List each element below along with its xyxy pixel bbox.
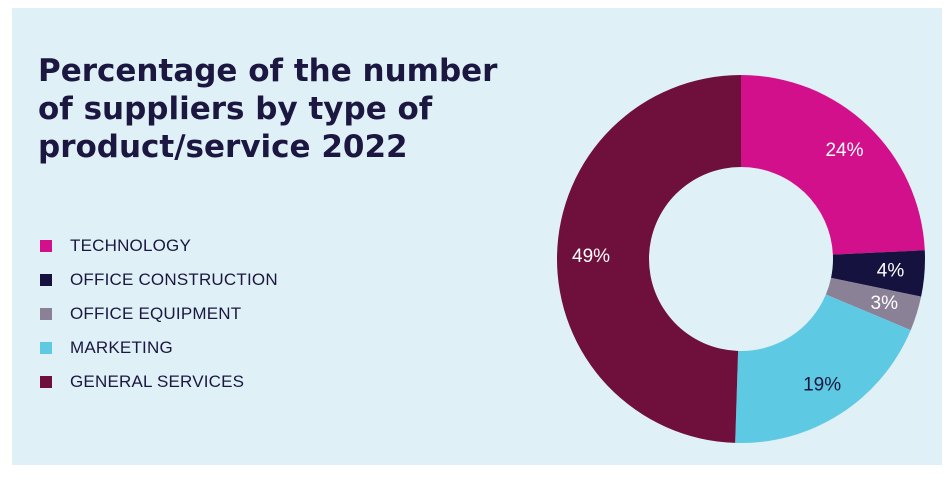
chart-title: Percentage of the number of suppliers by…	[38, 52, 598, 166]
legend-label-technology: TECHNOLOGY	[70, 236, 192, 255]
slice-general-services	[557, 75, 741, 443]
legend-label-office-construction: OFFICE CONSTRUCTION	[70, 270, 278, 289]
slice-label-technology: 24%	[825, 140, 863, 161]
slice-office-equipment	[825, 277, 922, 331]
slice-technology	[741, 75, 925, 255]
legend-item-office-equipment: OFFICE EQUIPMENT	[40, 297, 278, 331]
legend-item-technology: TECHNOLOGY	[40, 229, 278, 263]
legend-label-marketing: MARKETING	[70, 338, 173, 357]
slice-label-general-services: 49%	[572, 246, 610, 267]
slice-marketing	[735, 294, 911, 443]
slice-label-office-equipment: 3%	[871, 293, 899, 314]
legend-label-office-equipment: OFFICE EQUIPMENT	[70, 304, 242, 323]
legend-item-office-construction: OFFICE CONSTRUCTION	[40, 263, 278, 297]
legend-swatch-office-equipment	[40, 308, 52, 320]
slice-label-office-construction: 4%	[877, 260, 905, 281]
legend-label-general-services: GENERAL SERVICES	[70, 372, 245, 391]
legend-swatch-marketing	[40, 342, 52, 354]
chart-legend: TECHNOLOGY OFFICE CONSTRUCTION OFFICE EQ…	[40, 229, 278, 399]
chart-title-line-3: product/service 2022	[38, 129, 408, 165]
legend-item-general-services: GENERAL SERVICES	[40, 365, 278, 399]
legend-item-marketing: MARKETING	[40, 331, 278, 365]
slice-office-construction	[831, 250, 925, 297]
legend-swatch-general-services	[40, 376, 52, 388]
chart-title-line-2: of suppliers by type of	[38, 91, 433, 127]
legend-swatch-technology	[40, 240, 52, 252]
legend-swatch-office-construction	[40, 274, 52, 286]
slice-label-marketing: 19%	[803, 375, 841, 396]
chart-title-line-1: Percentage of the number	[38, 53, 498, 89]
